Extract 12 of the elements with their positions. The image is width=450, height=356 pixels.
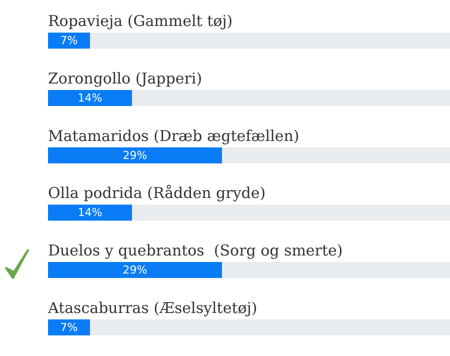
y-tick-label: Matamaridos (Dræb ægtefællen) [48,126,300,145]
y-tick-label: Atascaburras (Æselsyltetøj) [47,298,258,317]
data-label: 14% [78,92,102,104]
data-label: 29% [122,264,148,276]
data-label: 7% [60,320,78,334]
data-label: 14% [78,206,102,220]
y-tick-label: Olla podrida (Rådden gryde) [48,184,266,202]
y-tick-label: Duelos y quebrantos (Sorg og smerte) [48,242,343,260]
data-label: 29% [122,148,148,162]
y-tick-label: Zorongollo (Japperi) [48,70,202,88]
y-tick-label: Ropavieja (Gammelt tøj) [48,12,233,30]
data-label: 7% [60,34,78,48]
